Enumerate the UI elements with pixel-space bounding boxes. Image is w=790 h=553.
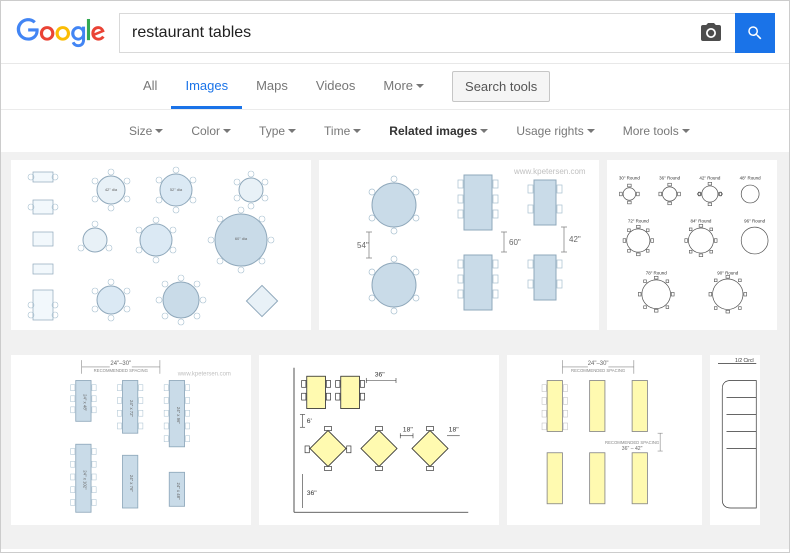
svg-text:24" x 102": 24" x 102" bbox=[82, 470, 87, 490]
svg-text:36" Round: 36" Round bbox=[659, 176, 680, 181]
svg-text:84" Round: 84" Round bbox=[690, 219, 711, 224]
result-thumb[interactable]: 30" Round 36" Round 42" Round 48" Round 72"… bbox=[607, 160, 777, 330]
google-logo[interactable] bbox=[15, 18, 107, 48]
svg-text:1/2 Circl: 1/2 Circl bbox=[735, 357, 754, 363]
result-thumb[interactable]: 24"–30" RECOMMENDED SPACING www.kpeterse… bbox=[11, 355, 251, 525]
svg-text:18": 18" bbox=[403, 426, 414, 433]
svg-text:36": 36" bbox=[307, 490, 318, 497]
svg-text:52" dia: 52" dia bbox=[170, 187, 183, 192]
svg-text:96" Round: 96" Round bbox=[744, 219, 765, 224]
svg-text:24" x 48": 24" x 48" bbox=[176, 482, 181, 499]
svg-text:30" Round: 30" Round bbox=[619, 176, 640, 181]
tab-more[interactable]: More bbox=[369, 64, 438, 109]
svg-text:36" – 42": 36" – 42" bbox=[622, 446, 643, 452]
filter-color[interactable]: Color bbox=[191, 124, 231, 138]
svg-text:24" x 72": 24" x 72" bbox=[129, 400, 134, 417]
svg-text:RECOMMENDED SPACING: RECOMMENDED SPACING bbox=[605, 440, 659, 445]
svg-text:RECOMMENDED SPACING: RECOMMENDED SPACING bbox=[94, 368, 148, 373]
tab-images[interactable]: Images bbox=[171, 64, 242, 109]
search-input-container[interactable] bbox=[119, 13, 735, 53]
search-input[interactable] bbox=[132, 24, 691, 42]
svg-text:24"–30": 24"–30" bbox=[110, 361, 131, 367]
filter-size[interactable]: Size bbox=[129, 124, 163, 138]
svg-text:90" Round: 90" Round bbox=[717, 271, 738, 276]
search-tools-button[interactable]: Search tools bbox=[452, 71, 550, 102]
result-thumb[interactable]: 1/2 Circl bbox=[710, 355, 760, 525]
svg-text:54": 54" bbox=[357, 241, 369, 250]
result-thumb[interactable]: 36" 6' 18" 18" 36" bbox=[259, 355, 499, 525]
svg-text:42" Round: 42" Round bbox=[699, 176, 720, 181]
filter-more-tools[interactable]: More tools bbox=[623, 124, 690, 138]
tab-all[interactable]: All bbox=[129, 64, 171, 109]
search-button[interactable] bbox=[735, 13, 775, 53]
svg-text:42" dia: 42" dia bbox=[105, 187, 118, 192]
filter-type[interactable]: Type bbox=[259, 124, 296, 138]
svg-text:24"–30": 24"–30" bbox=[588, 361, 609, 367]
svg-text:60" dia: 60" dia bbox=[235, 236, 248, 241]
svg-text:24" x 48": 24" x 48" bbox=[82, 394, 87, 411]
tab-maps[interactable]: Maps bbox=[242, 64, 302, 109]
svg-text:18": 18" bbox=[449, 426, 460, 433]
filter-usage-rights[interactable]: Usage rights bbox=[516, 124, 594, 138]
filter-related-images[interactable]: Related images bbox=[389, 124, 488, 138]
svg-text:24" x 96": 24" x 96" bbox=[176, 406, 181, 423]
svg-text:78" Round: 78" Round bbox=[646, 271, 667, 276]
svg-text:6': 6' bbox=[307, 418, 312, 425]
search-icon bbox=[746, 24, 764, 42]
camera-icon[interactable] bbox=[699, 21, 723, 45]
svg-text:RECOMMENDED SPACING: RECOMMENDED SPACING bbox=[571, 368, 625, 373]
result-thumb[interactable]: www.kpetersen.com bbox=[319, 160, 599, 330]
svg-text:48" Round: 48" Round bbox=[740, 176, 761, 181]
svg-text:60": 60" bbox=[509, 238, 521, 247]
svg-text:72" Round: 72" Round bbox=[628, 219, 649, 224]
result-thumb[interactable]: 24"–30" RECOMMENDED SPACING RECOMMENDED … bbox=[507, 355, 702, 525]
svg-text:42": 42" bbox=[569, 235, 581, 244]
result-thumb[interactable]: 42" dia 52" dia 60" dia bbox=[11, 160, 311, 330]
svg-text:36": 36" bbox=[375, 371, 386, 378]
image-results-grid: 42" dia 52" dia 60" dia www.kpetersen.co… bbox=[1, 152, 789, 549]
filter-time[interactable]: Time bbox=[324, 124, 361, 138]
tab-videos[interactable]: Videos bbox=[302, 64, 370, 109]
svg-text:www.kpetersen.com: www.kpetersen.com bbox=[513, 167, 586, 176]
svg-text:24" x 76": 24" x 76" bbox=[129, 474, 134, 491]
svg-text:www.kpetersen.com: www.kpetersen.com bbox=[177, 371, 231, 377]
